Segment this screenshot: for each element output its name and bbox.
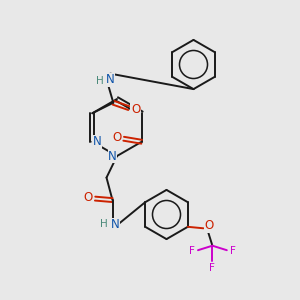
Text: F: F <box>230 246 236 256</box>
Text: F: F <box>189 246 195 256</box>
Text: F: F <box>209 263 215 273</box>
Text: H: H <box>96 76 104 86</box>
Text: O: O <box>84 190 93 204</box>
Text: N: N <box>92 135 101 148</box>
Text: O: O <box>112 131 122 144</box>
Text: N: N <box>110 218 119 232</box>
Text: O: O <box>131 103 140 116</box>
Text: O: O <box>205 219 214 232</box>
Text: N: N <box>106 73 115 86</box>
Text: N: N <box>108 149 117 163</box>
Text: H: H <box>100 219 108 229</box>
